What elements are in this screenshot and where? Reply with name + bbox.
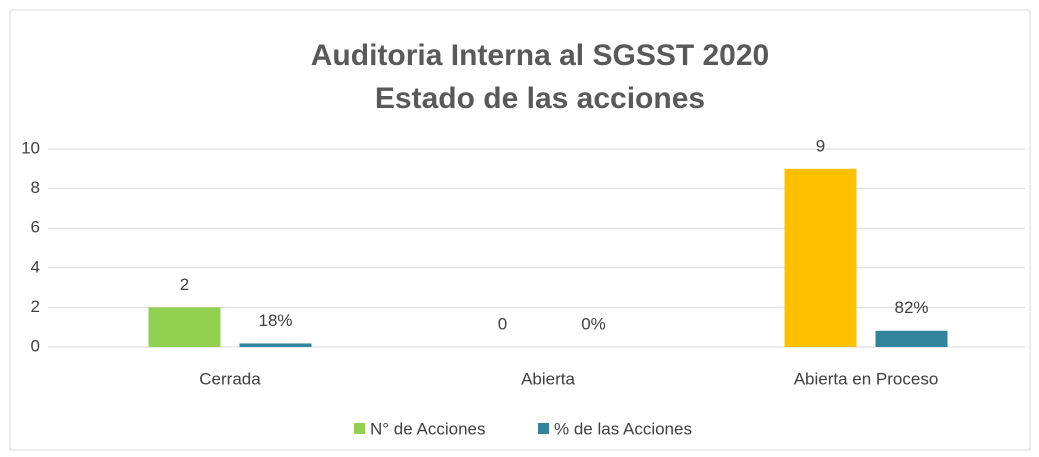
legend-label: % de las Acciones bbox=[554, 419, 692, 438]
x-tick-label: Cerrada bbox=[199, 369, 261, 388]
bar bbox=[148, 307, 221, 347]
y-tick-label: 2 bbox=[31, 297, 40, 316]
data-label: 0 bbox=[498, 314, 507, 333]
y-tick-label: 4 bbox=[31, 257, 40, 276]
y-tick-label: 6 bbox=[31, 218, 40, 237]
data-label: 0% bbox=[581, 314, 606, 333]
y-tick-label: 8 bbox=[31, 178, 40, 197]
legend-swatch bbox=[354, 423, 365, 434]
x-tick-label: Abierta en Proceso bbox=[794, 369, 939, 388]
data-label: 82% bbox=[894, 298, 928, 317]
bar bbox=[875, 330, 948, 347]
data-label: 18% bbox=[258, 311, 292, 330]
bar bbox=[239, 343, 312, 347]
legend-label: N° de Acciones bbox=[370, 419, 485, 438]
data-label: 2 bbox=[180, 275, 189, 294]
x-tick-label: Abierta bbox=[521, 369, 575, 388]
y-tick-label: 0 bbox=[31, 336, 40, 355]
y-tick-label: 10 bbox=[21, 138, 40, 157]
legend-swatch bbox=[538, 423, 549, 434]
chart-subtitle: Estado de las acciones bbox=[375, 82, 705, 115]
chart-border bbox=[9, 9, 1031, 451]
data-label: 9 bbox=[816, 136, 825, 155]
bar bbox=[784, 168, 857, 347]
chart-title: Auditoria Interna al SGSST 2020 bbox=[311, 39, 769, 72]
